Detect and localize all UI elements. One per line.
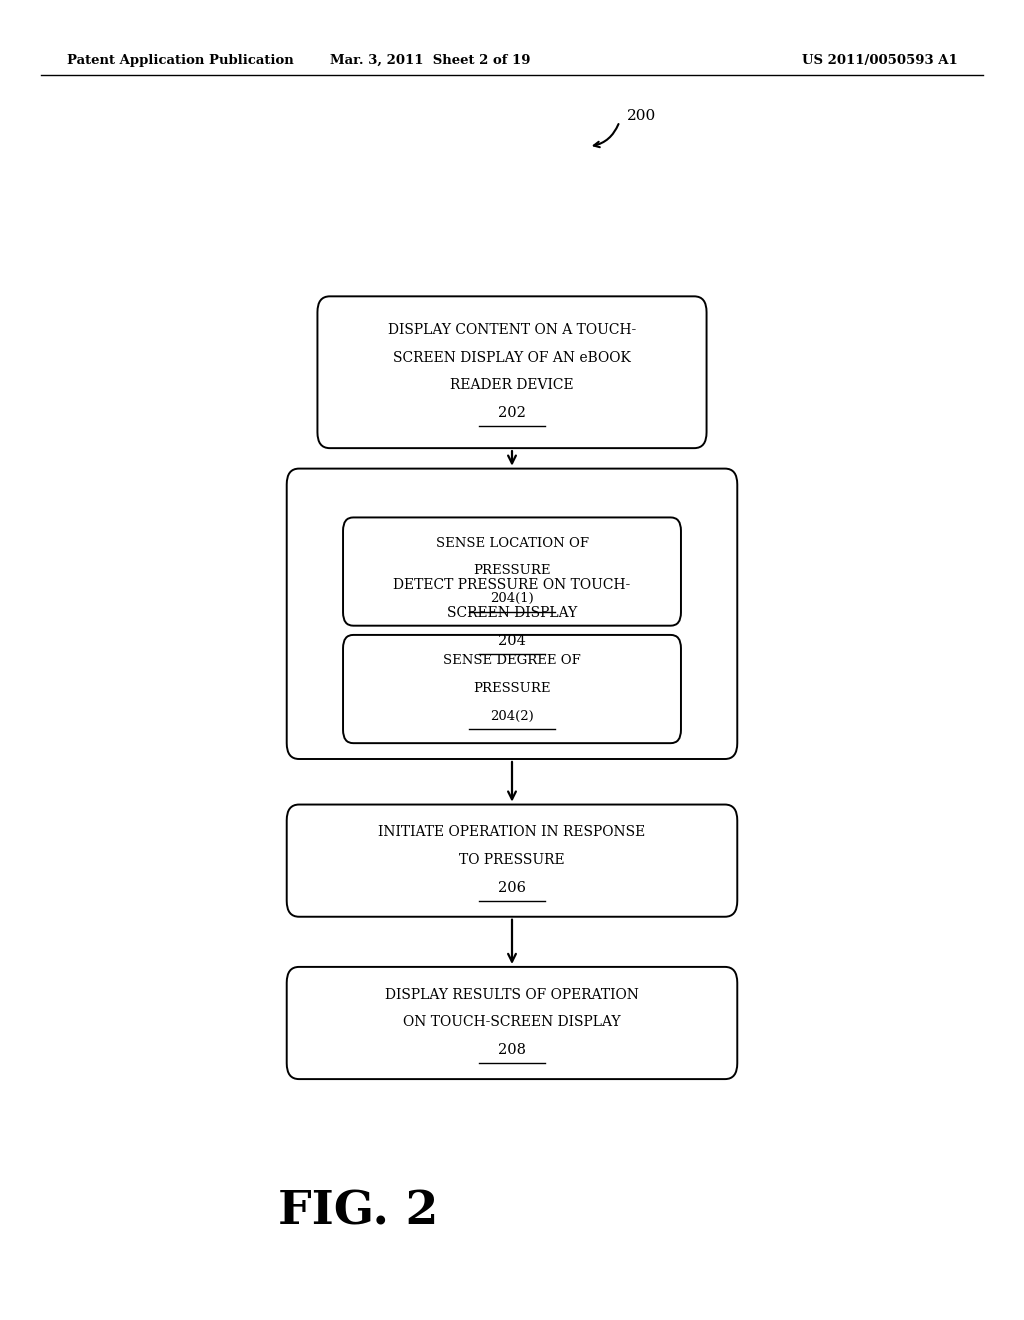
Text: READER DEVICE: READER DEVICE [451, 379, 573, 392]
Text: 204(2): 204(2) [490, 710, 534, 722]
Text: 206: 206 [498, 880, 526, 895]
FancyBboxPatch shape [287, 966, 737, 1080]
Text: DISPLAY RESULTS OF OPERATION: DISPLAY RESULTS OF OPERATION [385, 987, 639, 1002]
FancyBboxPatch shape [317, 297, 707, 449]
Text: PRESSURE: PRESSURE [473, 565, 551, 577]
FancyBboxPatch shape [287, 804, 737, 916]
Text: FIG. 2: FIG. 2 [279, 1189, 438, 1234]
Text: SCREEN DISPLAY: SCREEN DISPLAY [446, 606, 578, 620]
Text: INITIATE OPERATION IN RESPONSE: INITIATE OPERATION IN RESPONSE [379, 825, 645, 840]
Text: TO PRESSURE: TO PRESSURE [459, 853, 565, 867]
Text: ON TOUCH-SCREEN DISPLAY: ON TOUCH-SCREEN DISPLAY [403, 1015, 621, 1030]
FancyBboxPatch shape [287, 469, 737, 759]
Text: SENSE DEGREE OF: SENSE DEGREE OF [443, 655, 581, 667]
Text: 204(1): 204(1) [490, 593, 534, 605]
Text: SCREEN DISPLAY OF AN eBOOK: SCREEN DISPLAY OF AN eBOOK [393, 351, 631, 364]
Text: SENSE LOCATION OF: SENSE LOCATION OF [435, 537, 589, 549]
FancyBboxPatch shape [343, 635, 681, 743]
Text: DETECT PRESSURE ON TOUCH-: DETECT PRESSURE ON TOUCH- [393, 578, 631, 593]
Text: Mar. 3, 2011  Sheet 2 of 19: Mar. 3, 2011 Sheet 2 of 19 [330, 54, 530, 67]
Text: US 2011/0050593 A1: US 2011/0050593 A1 [802, 54, 957, 67]
Text: DISPLAY CONTENT ON A TOUCH-: DISPLAY CONTENT ON A TOUCH- [388, 323, 636, 337]
Text: Patent Application Publication: Patent Application Publication [67, 54, 293, 67]
Text: 202: 202 [498, 407, 526, 420]
FancyBboxPatch shape [343, 517, 681, 626]
Text: 200: 200 [627, 110, 656, 123]
Text: PRESSURE: PRESSURE [473, 682, 551, 694]
Text: 208: 208 [498, 1043, 526, 1057]
Text: 204: 204 [498, 634, 526, 648]
